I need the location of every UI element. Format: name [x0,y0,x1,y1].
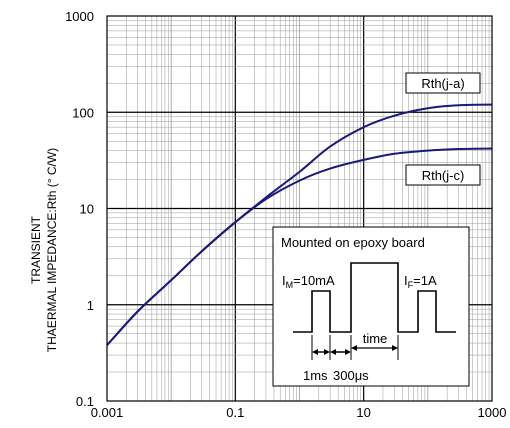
plot-frame [106,15,493,402]
inset-time-label: time [363,331,388,346]
x-tick-label: 10 [356,405,370,420]
y-tick-labels: 0.1 1 10 100 1000 [65,9,94,409]
y-tick-label: 100 [72,105,94,120]
inset-arrowhead [330,349,336,355]
x-tick-labels: 0.001 0.1 10 1000 [91,405,507,420]
inset-pulse-width-label: 1ms [303,368,328,383]
legend-label-rth-jc: Rth(j-c) [422,168,465,183]
y-tick-label: 1000 [65,9,94,24]
legend-box-rth-jc [405,164,481,186]
y-axis-label-line-1: TRANSIENT [29,215,43,284]
inset-title: Mounted on epoxy board [281,235,425,250]
inset-frame [272,226,470,387]
inset-arrowhead [351,345,357,351]
inset-panel: Mounted on epoxy board IM=10mA IF=1A tim… [272,226,470,387]
inset-arrowhead [312,349,318,355]
inset-if-label: IF=1A [404,273,437,290]
x-tick-label: 0.1 [226,405,244,420]
y-axis-label-line-2: THAERMAL IMPEDANCE:Rth (° C/W) [45,148,59,352]
y-tick-label: 1 [87,298,94,313]
series-line-rth-jc [106,147,493,346]
x-tick-label: 0.001 [91,405,124,420]
y-tick-label: 0.1 [76,394,94,409]
inset-im-label: IM=10mA [282,273,335,290]
legend-box-rth-ja [405,72,481,94]
inset-gap-label: 300μs [333,368,369,383]
inset-arrowhead [392,345,398,351]
legend-label-rth-ja: Rth(j-a) [421,76,464,91]
inset-pulse-waveform [293,262,456,333]
inset-arrowhead [324,349,330,355]
y-tick-label: 10 [80,202,94,217]
x-tick-label: 1000 [478,405,507,420]
inset-arrowhead [345,349,351,355]
chart-series-group [106,103,493,346]
